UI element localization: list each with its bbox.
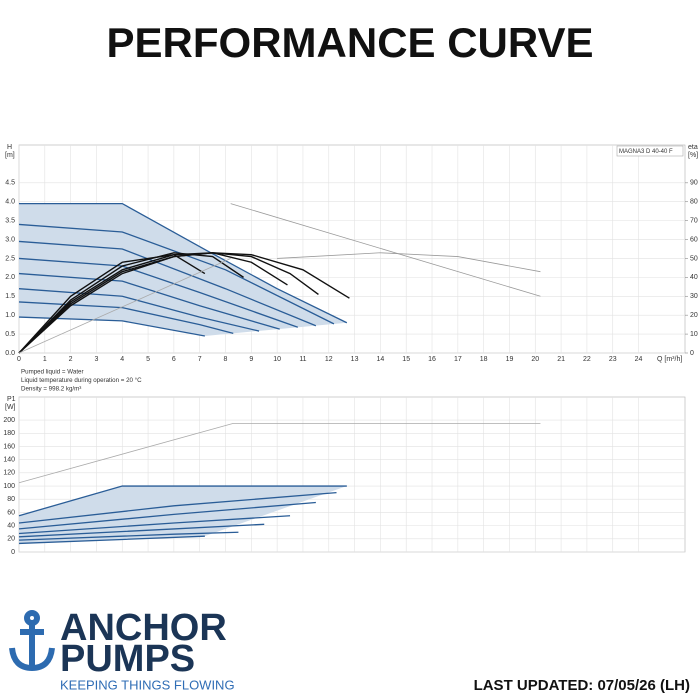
x-tick-label: 3	[94, 356, 98, 363]
x-tick-label: 7	[198, 356, 202, 363]
note: Pumped liquid = Water	[21, 369, 84, 376]
brand-tagline: KEEPING THINGS FLOWING	[60, 677, 235, 692]
x-tick-label: 24	[635, 356, 643, 363]
x-tick-label: 15	[402, 356, 410, 363]
y2-tick-label: 10	[690, 331, 698, 338]
y-tick-label: 4.0	[5, 199, 15, 206]
y-tick-label: 60	[7, 509, 15, 516]
curve	[18, 258, 231, 354]
curve	[18, 252, 244, 354]
y-tick-label: 20	[7, 536, 15, 543]
y-tick-label: 4.5	[5, 180, 15, 187]
y-tick-label: 100	[3, 483, 15, 490]
curve	[18, 491, 337, 524]
y-tick-label: 120	[3, 470, 15, 477]
x-tick-label: 1	[43, 356, 47, 363]
y-axis-label: H	[7, 144, 12, 151]
y-axis-label: P1	[7, 396, 16, 403]
x-tick-label: 17	[454, 356, 462, 363]
curve	[18, 501, 316, 530]
page-title: PERFORMANCE CURVE	[107, 19, 594, 66]
y2-axis-label: eta	[688, 144, 698, 151]
curve	[18, 223, 335, 325]
model-label: MAGNA3 D 40-40 F	[619, 149, 673, 155]
curve	[18, 253, 206, 354]
y-tick-label: 40	[7, 522, 15, 529]
x-tick-label: 18	[480, 356, 488, 363]
x-tick-label: 19	[506, 356, 514, 363]
curve	[18, 272, 280, 330]
x-tick-label: 9	[249, 356, 253, 363]
logo-anchor	[9, 610, 55, 672]
x-tick-label: 21	[557, 356, 565, 363]
curve	[18, 531, 239, 541]
x-tick-label: 8	[224, 356, 228, 363]
y2-tick-label: 70	[690, 217, 698, 224]
curve	[18, 288, 260, 332]
y-tick-label: 200	[3, 417, 15, 424]
y2-tick-label: 30	[690, 293, 698, 300]
y-tick-label: 140	[3, 457, 15, 464]
x-tick-label: 12	[325, 356, 333, 363]
y-tick-label: 80	[7, 496, 15, 503]
y-tick-label: 180	[3, 430, 15, 437]
x-tick-label: 14	[376, 356, 384, 363]
x-tick-label: 11	[299, 356, 306, 363]
y-tick-label: 2.0	[5, 274, 15, 281]
y2-tick-label: 80	[690, 199, 698, 206]
y-tick-label: 1.5	[5, 293, 15, 300]
x-tick-label: 20	[531, 356, 539, 363]
curve	[19, 202, 348, 324]
y-tick-label: 2.5	[5, 255, 15, 262]
y2-tick-label: 60	[690, 236, 698, 243]
y-tick-label: 0.5	[5, 331, 15, 338]
x-tick-label: 23	[609, 356, 617, 363]
x-tick-label: 0	[17, 356, 21, 363]
x-tick-label: 16	[428, 356, 436, 363]
curve	[18, 485, 347, 517]
y-tick-label: 160	[3, 443, 15, 450]
y-tick-label: 3.0	[5, 236, 15, 243]
brand-top: ANCHOR	[60, 607, 227, 649]
curve	[230, 203, 541, 297]
curve	[18, 422, 541, 484]
curve	[277, 252, 541, 273]
y2-axis-unit: [%]	[688, 152, 698, 159]
x-tick-label: 6	[172, 356, 176, 363]
model-box	[616, 145, 684, 157]
curve	[18, 257, 299, 328]
y-tick-label: 3.5	[5, 217, 15, 224]
last-updated: LAST UPDATED: 07/05/26 (LH)	[474, 677, 690, 694]
y-tick-label: 1.0	[5, 312, 15, 319]
x-tick-label: 5	[146, 356, 150, 363]
x-tick-label: 10	[273, 356, 281, 363]
note: Density = 998.2 kg/m³	[21, 386, 81, 393]
curve	[18, 535, 205, 545]
y-tick-label: 0.0	[5, 350, 15, 357]
x-tick-label: 2	[69, 356, 73, 363]
y-tick-label: 0	[11, 549, 15, 556]
y-axis-unit: [W]	[5, 404, 16, 411]
y2-tick-label: 50	[690, 255, 698, 262]
y-axis-unit: [m]	[5, 152, 15, 159]
operating-range	[19, 486, 347, 544]
curve	[18, 523, 265, 538]
x-axis-label: Q [m³/h]	[657, 356, 682, 363]
x-tick-label: 22	[583, 356, 591, 363]
y2-tick-label: 90	[690, 180, 698, 187]
brand-bottom: PUMPS	[60, 638, 195, 680]
operating-range	[19, 203, 347, 336]
curve	[18, 515, 291, 535]
x-tick-label: 4	[120, 356, 124, 363]
y2-tick-label: 0	[690, 350, 694, 357]
note: Liquid temperature during operation = 20…	[21, 377, 142, 384]
curve	[18, 240, 317, 327]
y2-tick-label: 20	[690, 312, 698, 319]
x-tick-label: 13	[351, 356, 359, 363]
y2-tick-label: 40	[690, 274, 698, 281]
